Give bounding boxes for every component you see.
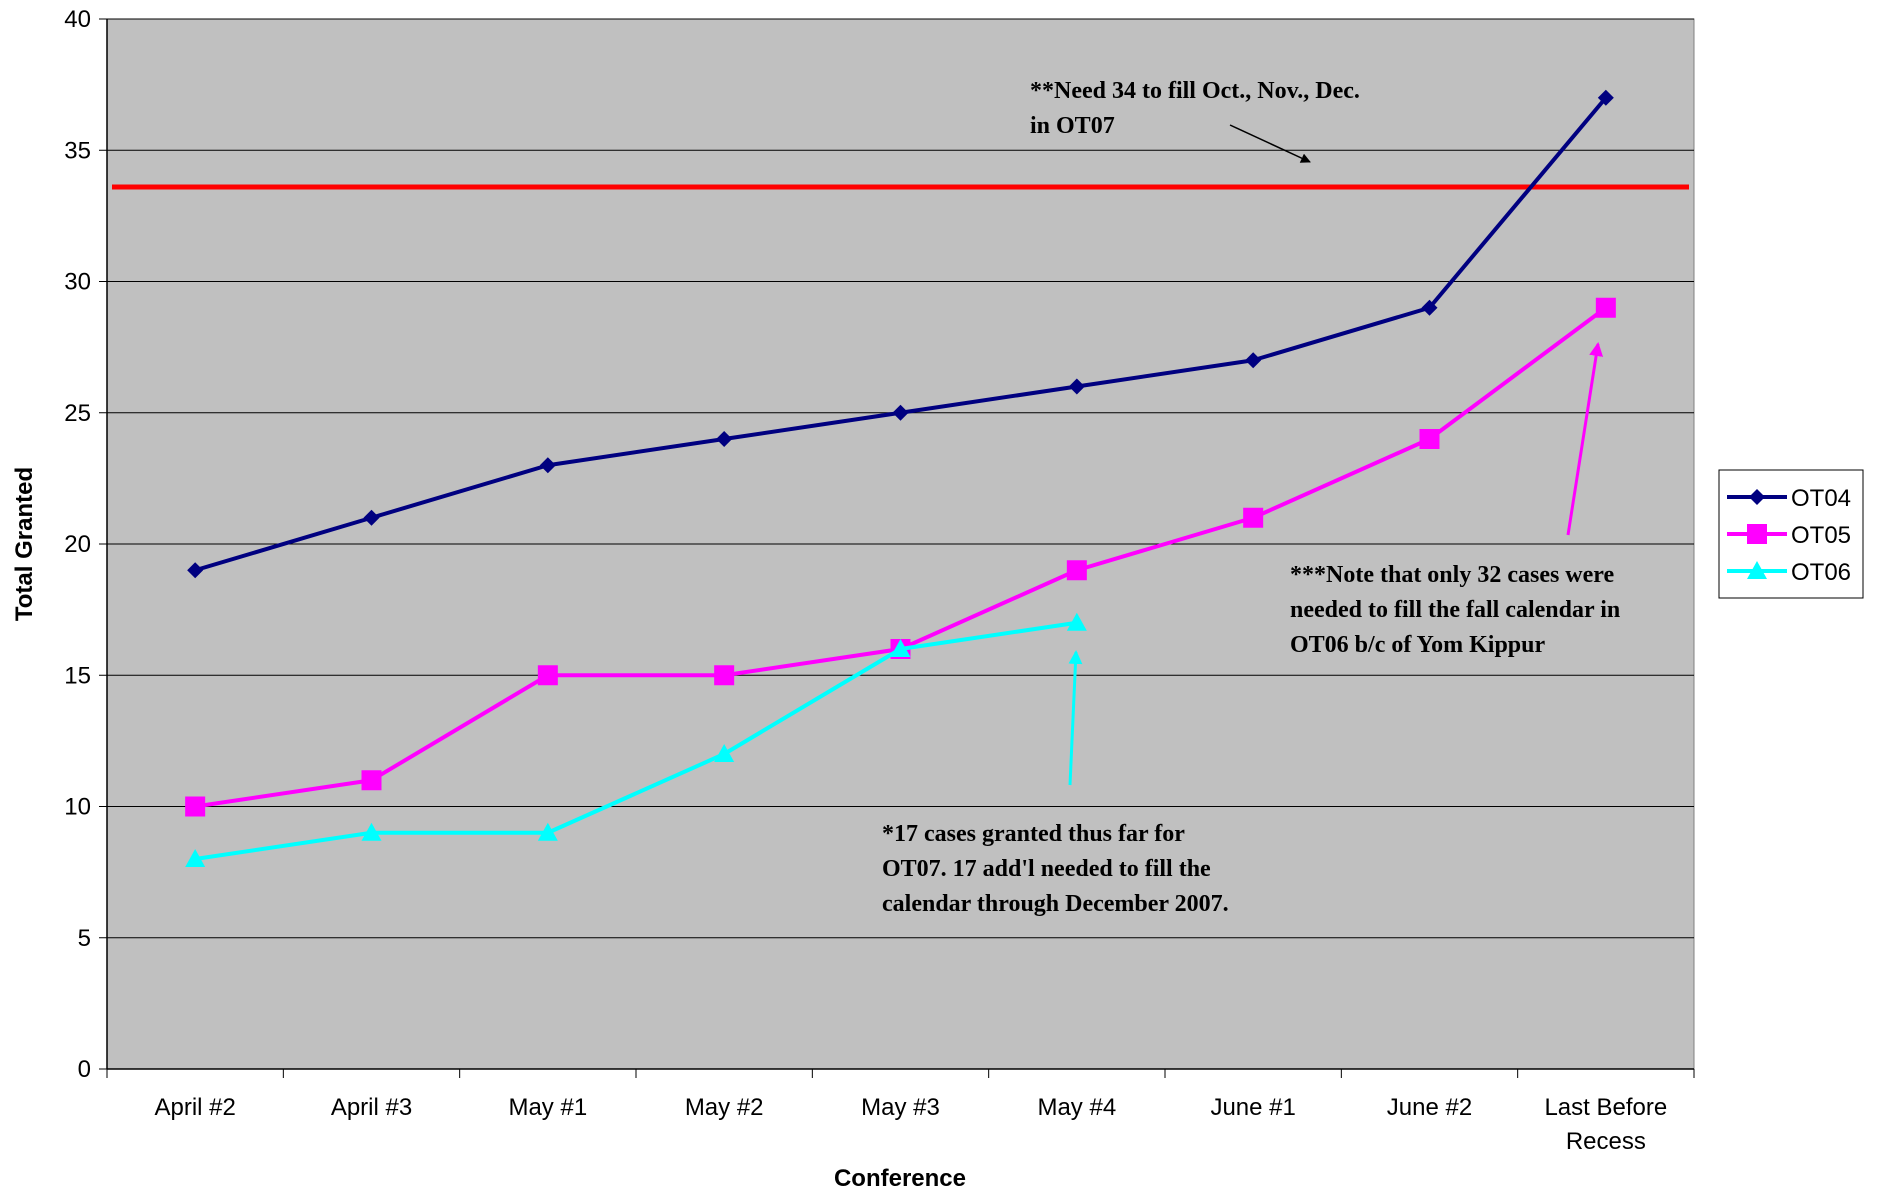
data-point (1595, 297, 1616, 318)
annotations: **Need 34 to fill Oct., Nov., Dec. in OT0… (882, 78, 1620, 917)
annotation: **Need 34 to fill Oct., Nov., Dec. in OT0… (1030, 78, 1360, 163)
data-point (539, 457, 556, 474)
y-tick-label: 15 (64, 662, 91, 689)
axes: 0 5 10 15 20 25 30 35 40 April #2 April #3 May #1 Ma… (64, 6, 1695, 1155)
x-tick-label: May #3 (861, 1094, 940, 1121)
series-OT04 (187, 89, 1614, 579)
data-point (1419, 429, 1440, 449)
data-point (185, 796, 206, 817)
x-tick-label: April #2 (154, 1094, 235, 1121)
y-tick-label: 40 (64, 6, 91, 33)
data-point (1066, 612, 1087, 631)
legend-marker (1749, 489, 1765, 505)
legend-marker (1747, 561, 1767, 579)
x-axis-title: Conference (834, 1165, 966, 1192)
annotation-text: **Need 34 to fill Oct., Nov., Dec. in OT0… (1030, 78, 1360, 139)
data-point (716, 431, 733, 447)
series-group (185, 89, 1616, 867)
annotation: *17 cases granted thus far for OT07. 17 a… (882, 650, 1229, 917)
x-tick-label: June #1 (1210, 1094, 1295, 1121)
y-tick-label: 20 (64, 531, 91, 558)
y-tick-label: 25 (64, 400, 91, 427)
data-point (892, 404, 909, 421)
data-point (1068, 378, 1085, 395)
legend: OT04 OT05 OT06 (1718, 469, 1864, 599)
annotation-text: *17 cases granted thus far for OT07. 17 a… (882, 821, 1229, 917)
data-point (714, 744, 735, 762)
series-OT06 (185, 612, 1087, 867)
legend-label: OT04 (1791, 485, 1851, 512)
x-tick-label: May #4 (1037, 1094, 1116, 1121)
x-tick-label: June #2 (1387, 1094, 1472, 1121)
annotation-arrow (1566, 342, 1604, 536)
data-point (1421, 299, 1438, 316)
y-tick-label: 0 (78, 1056, 91, 1083)
data-point (361, 822, 382, 841)
annotation-text: ***Note that only 32 cases were needed to… (1290, 562, 1620, 658)
y-tick-label: 10 (64, 794, 91, 821)
data-point (537, 665, 558, 686)
legend-label: OT06 (1791, 559, 1851, 586)
data-point (714, 665, 735, 686)
data-point (363, 509, 380, 526)
y-tick-label: 5 (78, 925, 91, 952)
series-line (194, 620, 1078, 861)
data-point (361, 770, 382, 791)
annotation-arrow (1229, 124, 1311, 163)
y-tick-label: 35 (64, 137, 91, 164)
x-tick-label: April #3 (331, 1094, 412, 1121)
data-point (1066, 560, 1087, 581)
data-point (890, 639, 911, 657)
data-point (1597, 89, 1614, 106)
legend-label: OT05 (1791, 522, 1851, 549)
data-point (1245, 352, 1262, 369)
annotation: ***Note that only 32 cases were needed to… (1290, 342, 1620, 658)
x-tick-label: May #2 (685, 1094, 764, 1121)
x-tick-label: Last Before Recess (1544, 1094, 1667, 1155)
x-tick-label: May #1 (508, 1094, 587, 1121)
data-point (185, 849, 206, 867)
data-point (537, 822, 558, 841)
y-axis-title: Total Granted (11, 467, 38, 621)
legend-marker (1747, 524, 1767, 544)
annotation-arrow (1068, 650, 1083, 786)
data-point (1243, 507, 1264, 528)
data-point (187, 562, 204, 579)
y-tick-label: 30 (64, 269, 91, 296)
